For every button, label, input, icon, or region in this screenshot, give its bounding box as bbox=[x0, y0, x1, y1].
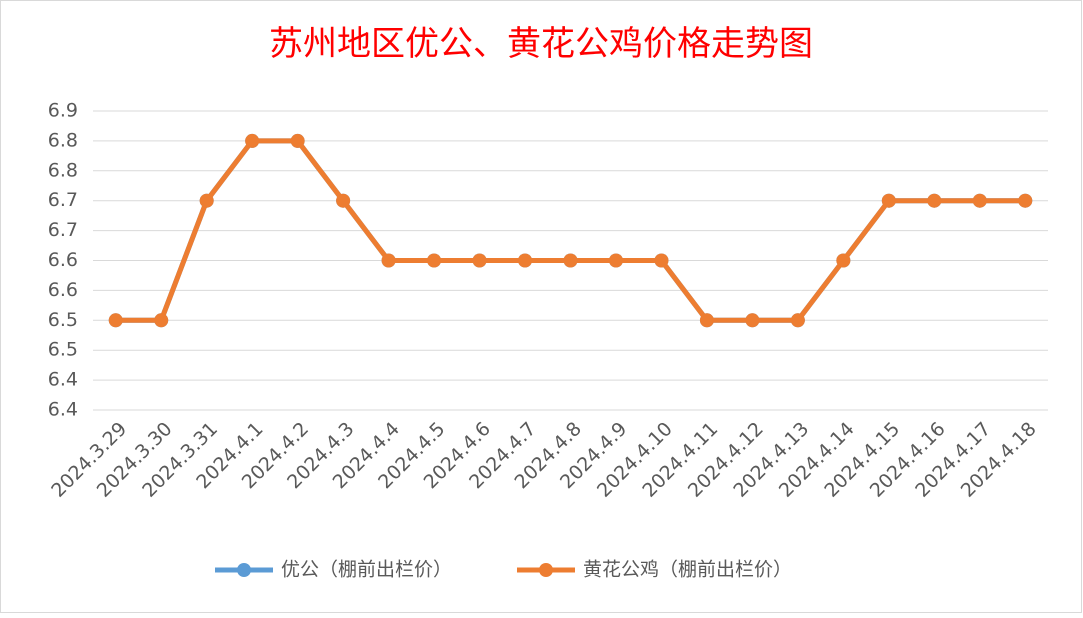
data-point bbox=[745, 313, 760, 328]
y-tick-label: 6.5 bbox=[48, 309, 78, 331]
data-point bbox=[608, 253, 623, 268]
data-point bbox=[881, 193, 896, 208]
data-point bbox=[472, 253, 487, 268]
y-tick-label: 6.9 bbox=[48, 100, 78, 122]
data-point bbox=[790, 313, 805, 328]
legend-label: 优公（棚前出栏价） bbox=[281, 559, 452, 581]
data-point bbox=[1018, 193, 1033, 208]
data-point bbox=[563, 253, 578, 268]
chart-title: 苏州地区优公、黄花公鸡价格走势图 bbox=[269, 24, 813, 64]
data-point bbox=[336, 193, 351, 208]
y-tick-label: 6.4 bbox=[48, 399, 78, 421]
y-tick-label: 6.7 bbox=[48, 189, 78, 211]
legend-label: 黄花公鸡（棚前出栏价） bbox=[583, 559, 792, 581]
data-point bbox=[199, 193, 214, 208]
legend-marker bbox=[539, 563, 553, 577]
legend-marker bbox=[237, 563, 251, 577]
data-point bbox=[108, 313, 123, 328]
data-point bbox=[836, 253, 851, 268]
data-point bbox=[927, 193, 942, 208]
data-point bbox=[290, 133, 305, 148]
data-point bbox=[972, 193, 987, 208]
data-point bbox=[518, 253, 533, 268]
y-tick-label: 6.6 bbox=[48, 249, 78, 271]
y-tick-label: 6.8 bbox=[48, 159, 78, 181]
data-point bbox=[699, 313, 714, 328]
y-tick-label: 6.8 bbox=[48, 129, 78, 151]
data-point bbox=[381, 253, 396, 268]
data-point bbox=[654, 253, 669, 268]
y-tick-label: 6.5 bbox=[48, 339, 78, 361]
data-point bbox=[427, 253, 442, 268]
data-point bbox=[154, 313, 169, 328]
y-tick-label: 6.6 bbox=[48, 279, 78, 301]
y-tick-label: 6.4 bbox=[48, 369, 78, 391]
y-tick-label: 6.7 bbox=[48, 219, 78, 241]
data-point bbox=[245, 133, 260, 148]
